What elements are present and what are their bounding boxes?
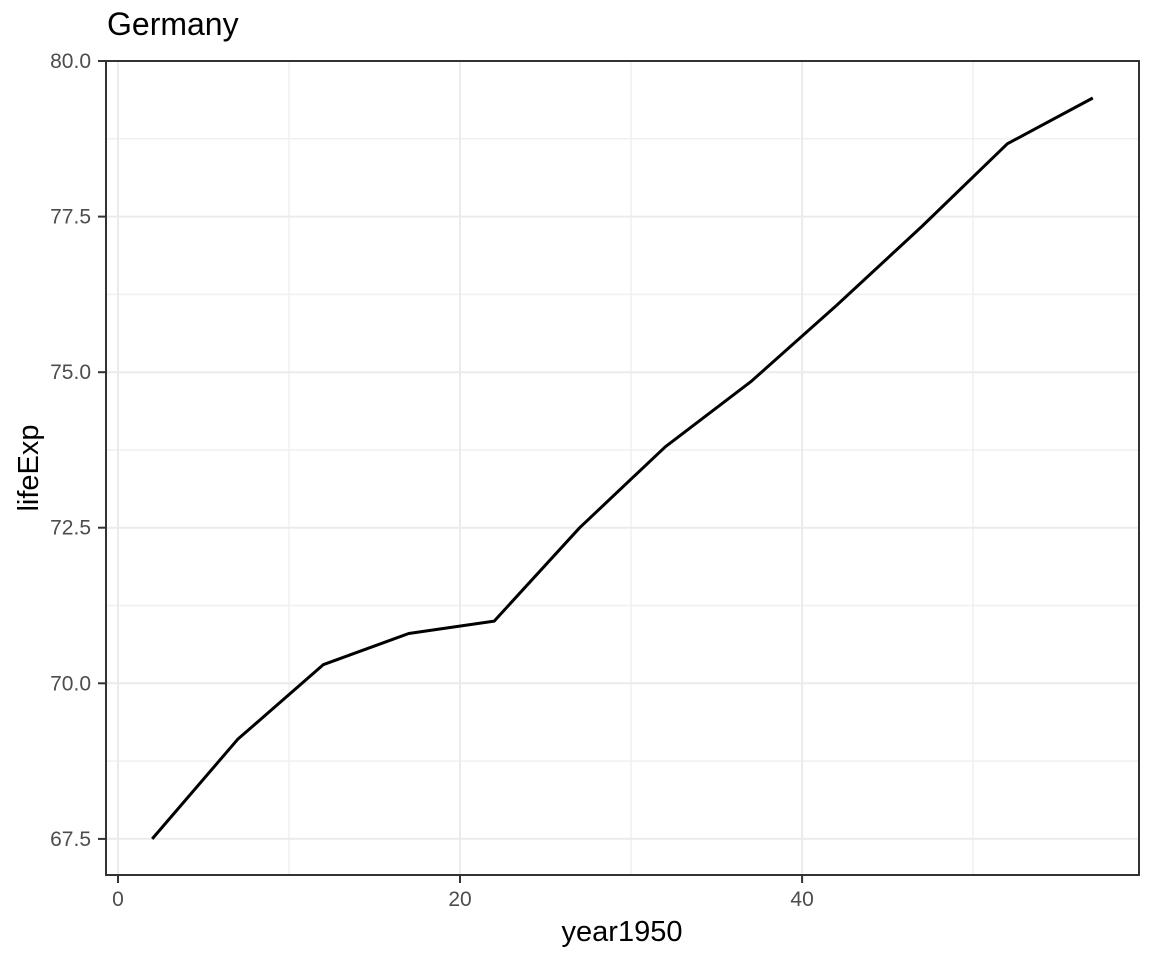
y-tick-label: 77.5 [50,206,91,229]
grid-minor [106,61,1139,875]
x-axis-title: year1950 [562,916,683,948]
y-tick-label: 70.0 [50,672,91,695]
y-tick-label: 72.5 [50,517,91,540]
grid-major [106,60,1139,875]
y-axis-title: lifeExp [13,424,45,511]
chart-title: Germany [107,6,239,42]
panel-border [105,60,1140,876]
y-tick-label: 80.0 [50,50,91,73]
panel-border-rect [105,60,1140,876]
x-tick-label: 40 [790,888,813,911]
y-tick-label: 67.5 [50,828,91,851]
data-series [151,96,1094,840]
axis-tick-labels: 0 20 40 67.5 70.0 72.5 75.0 77.5 80.0 [50,50,814,911]
x-tick-label: 20 [448,888,471,911]
x-tick-label: 0 [112,888,124,911]
lifeexp-line [151,96,1094,840]
axis-ticks [98,60,804,883]
y-tick-label: 75.0 [50,361,91,384]
